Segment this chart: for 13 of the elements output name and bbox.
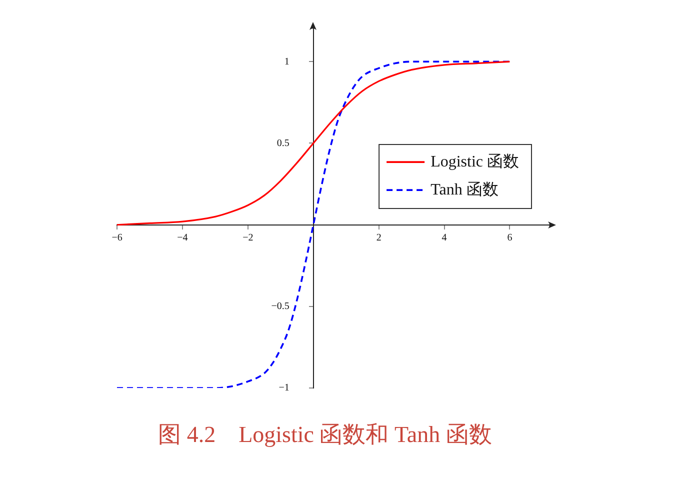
legend-label: Tanh 函数: [430, 181, 498, 198]
x-tick-label: 6: [507, 232, 512, 244]
y-tick-label: 0.5: [276, 138, 290, 149]
legend-label: Logistic 函数: [430, 153, 519, 170]
y-tick-label: −1: [278, 382, 290, 394]
x-tick-label: −6: [112, 232, 122, 244]
y-tick-label: −0.5: [271, 301, 290, 312]
x-tick-label: 2: [376, 232, 382, 244]
x-tick-label: 4: [442, 232, 447, 244]
x-tick-label: −4: [177, 232, 188, 244]
x-tick-label: −2: [242, 232, 254, 244]
caption: 图 4.2 Logistic 函数和 Tanh 函数: [157, 421, 493, 449]
y-tick-label: 1: [284, 56, 290, 68]
